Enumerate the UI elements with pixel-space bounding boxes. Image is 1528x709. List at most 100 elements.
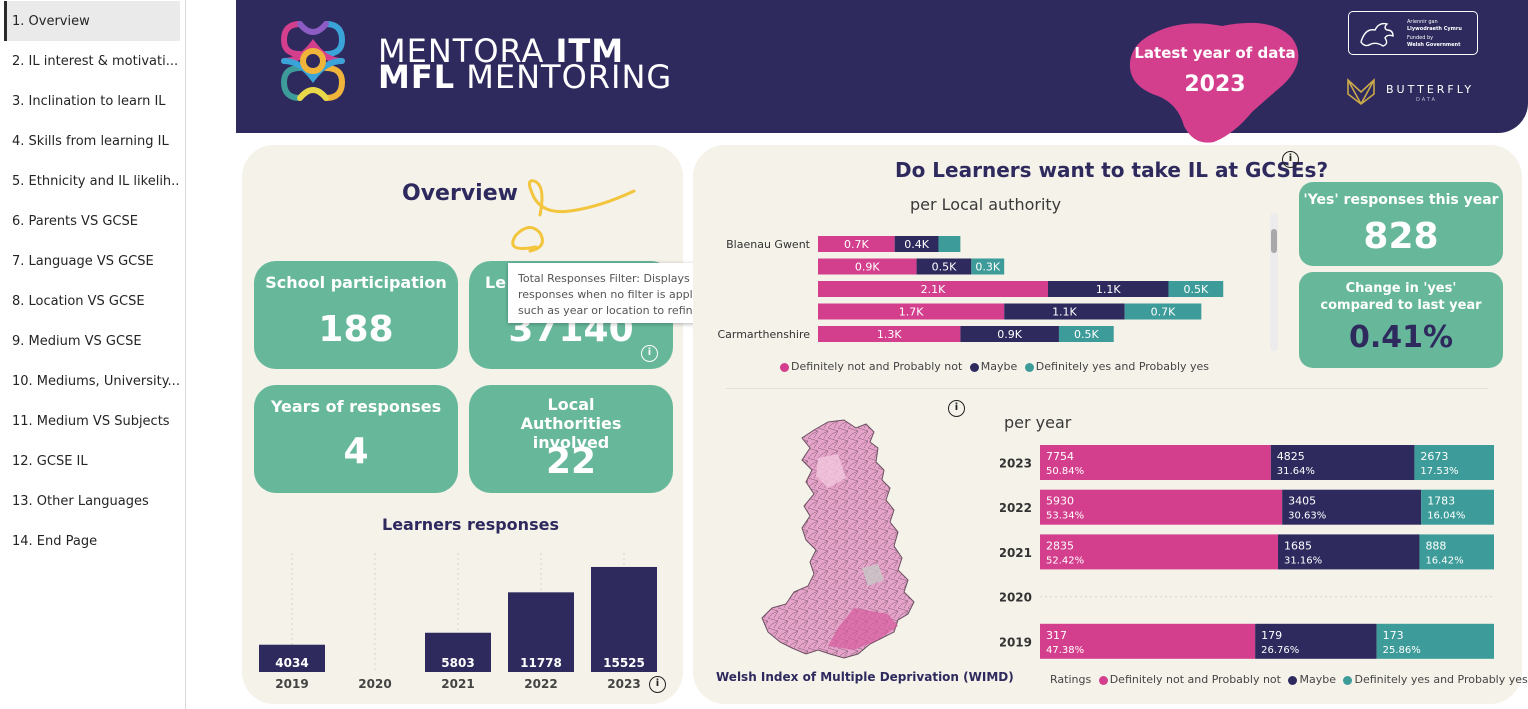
response-x-tick-2022: 2022 <box>524 677 557 691</box>
legend-dot-yes <box>1024 362 1034 372</box>
response-bar-2021[interactable] <box>425 632 491 672</box>
response-bar-2022[interactable] <box>508 592 574 672</box>
legend-yes-label: Definitely yes and Probably yes <box>1035 360 1210 373</box>
la-bar-label: 0.5K <box>932 261 957 274</box>
kpi-yes-value: 828 <box>1363 216 1439 257</box>
year-bar-segment[interactable] <box>1421 489 1494 525</box>
year-bar-percent: 52.42% <box>1046 555 1084 566</box>
year-bar-value: 4825 <box>1277 450 1305 463</box>
year-legend: Ratings Definitely not and Probably not … <box>1050 673 1528 686</box>
per-la-title: per Local authority <box>910 195 1062 214</box>
legend-not-label: Definitely not and Probably not <box>791 360 963 373</box>
year-legend-dot-yes <box>1343 675 1353 685</box>
la-bar-segment[interactable] <box>1048 281 1169 297</box>
responses-info-icon[interactable]: i <box>649 676 666 693</box>
year-bar-percent: 17.53% <box>1420 466 1458 477</box>
year-bar-value: 888 <box>1425 539 1446 552</box>
kpi-years-of-responses: Years of responses 4 <box>254 385 458 493</box>
year-bar-value: 2673 <box>1420 450 1448 463</box>
year-bar-value: 5930 <box>1046 495 1074 508</box>
butterfly-logo-icon <box>1347 78 1375 106</box>
nav-item-language[interactable]: 7. Language VS GCSE <box>12 253 154 269</box>
year-category-label-2023: 2023 <box>1000 457 1032 471</box>
nav-item-end-page[interactable]: 14. End Page <box>12 533 98 549</box>
year-bar-percent: 26.76% <box>1261 645 1299 656</box>
welsh-gov-line4: Welsh Government <box>1407 42 1461 48</box>
nav-item-mediums-university[interactable]: 10. Mediums, University... <box>12 373 180 389</box>
year-bar-value: 3405 <box>1288 495 1316 508</box>
overview-card: Overview School participation 188 Le 371… <box>242 145 683 704</box>
la-bar-segment[interactable] <box>938 236 961 252</box>
nav-item-overview[interactable]: 1. Overview <box>4 1 180 41</box>
year-bar-percent: 30.63% <box>1288 511 1326 522</box>
la-bar-segment[interactable] <box>960 326 1059 342</box>
response-bar-2023[interactable] <box>591 566 657 672</box>
la-bar-label: 0.5K <box>1183 283 1208 296</box>
year-bar-segment[interactable] <box>1040 623 1256 659</box>
la-bar-segment[interactable] <box>818 236 895 252</box>
la-bar-label: 0.7K <box>1151 306 1176 319</box>
butterfly-data-sub: DATA <box>1416 97 1437 103</box>
year-bar-segment[interactable] <box>1255 623 1377 659</box>
la-bar-segment[interactable] <box>916 258 972 275</box>
year-bar-segment[interactable] <box>1040 534 1278 570</box>
la-bar-segment[interactable] <box>818 303 1005 320</box>
year-bar-percent: 47.38% <box>1046 645 1084 656</box>
nav-item-gcse-il[interactable]: 12. GCSE IL <box>12 453 88 469</box>
year-category-label-2019: 2019 <box>1000 635 1032 649</box>
la-bar-segment[interactable] <box>894 236 939 252</box>
year-legend-not-label: Definitely not and Probably not <box>1109 673 1281 686</box>
learners-info-icon[interactable]: i <box>641 345 658 362</box>
gcse-info-icon[interactable]: i <box>1282 151 1299 168</box>
nav-item-parents[interactable]: 6. Parents VS GCSE <box>12 213 138 229</box>
wimd-map[interactable] <box>758 418 938 668</box>
year-bar-segment[interactable] <box>1414 445 1494 480</box>
legend-dot-maybe <box>969 362 979 372</box>
report-header: MENTORA ITM MFL MENTORING Latest year of… <box>236 0 1528 143</box>
year-bar-value: 7754 <box>1046 450 1074 463</box>
response-bar-2019[interactable] <box>259 644 325 672</box>
la-bar-segment[interactable] <box>818 281 1048 297</box>
year-bar-segment[interactable] <box>1040 445 1271 480</box>
la-bar-segment[interactable] <box>818 258 917 275</box>
year-bar-percent: 53.34% <box>1046 511 1084 522</box>
year-bar-value: 1783 <box>1427 495 1455 508</box>
year-bar-segment[interactable] <box>1040 489 1283 525</box>
la-chart-scroll-thumb[interactable] <box>1271 229 1277 253</box>
year-bar-segment[interactable] <box>1376 623 1494 659</box>
map-info-icon[interactable]: i <box>948 400 965 417</box>
per-la-chart: Blaenau Gwent 0.7K 0.4K 0.9K 0.5K 0.3K 2.1K 1.1… <box>717 236 1224 342</box>
la-bar-segment[interactable] <box>818 326 961 342</box>
kpi-years-value: 4 <box>343 431 369 472</box>
year-bar-segment[interactable] <box>1270 445 1415 480</box>
la-bar-label: 1.1K <box>1052 306 1077 319</box>
la-bar-segment[interactable] <box>1058 326 1114 342</box>
year-bar-segment[interactable] <box>1277 534 1420 570</box>
response-x-tick-2019: 2019 <box>275 677 308 691</box>
year-bar-segment[interactable] <box>1419 534 1494 570</box>
butterfly-data-text: BUTTERFLY <box>1386 83 1475 96</box>
brand-itm-text: ITM <box>555 32 625 70</box>
nav-item-other-languages[interactable]: 13. Other Languages <box>12 493 149 509</box>
la-chart-scrollbar[interactable] <box>1270 213 1278 351</box>
page-navigation-sidebar: 1. Overview 2. IL interest & motivati...… <box>0 0 186 709</box>
year-legend-yes-label: Definitely yes and Probably yes <box>1354 673 1528 686</box>
la-bar-segment[interactable] <box>1168 281 1224 297</box>
nav-item-inclination[interactable]: 3. Inclination to learn IL <box>12 93 166 109</box>
la-bar-label: 0.9K <box>855 261 880 274</box>
nav-item-skills[interactable]: 4. Skills from learning IL <box>12 133 169 149</box>
nav-item-medium-subjects[interactable]: 11. Medium VS Subjects <box>12 413 170 429</box>
year-bar-percent: 50.84% <box>1046 466 1084 477</box>
legend-maybe-label: Maybe <box>980 360 1018 373</box>
response-bar-label-2019: 4034 <box>275 656 308 670</box>
la-bar-segment[interactable] <box>971 258 1005 275</box>
nav-item-medium[interactable]: 9. Medium VS GCSE <box>12 333 142 349</box>
year-category-label-2021: 2021 <box>1000 546 1032 560</box>
la-bar-segment[interactable] <box>1124 303 1202 320</box>
nav-item-location[interactable]: 8. Location VS GCSE <box>12 293 145 309</box>
nav-item-ethnicity[interactable]: 5. Ethnicity and IL likelih... <box>12 173 180 189</box>
year-bar-segment[interactable] <box>1282 489 1422 525</box>
la-bar-segment[interactable] <box>1004 303 1125 320</box>
nav-item-il-interest[interactable]: 2. IL interest & motivati... <box>12 53 179 69</box>
kpi-years-label: Years of responses <box>270 397 442 416</box>
